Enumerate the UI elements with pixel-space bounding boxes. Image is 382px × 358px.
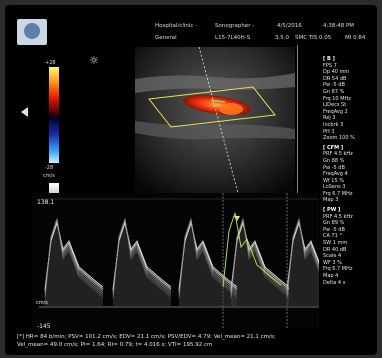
pw-param: Delta 4 s bbox=[323, 279, 346, 286]
spectral-wave-fill bbox=[179, 217, 237, 307]
color-scale-unit: cm/s bbox=[43, 173, 55, 179]
b-mode-param: PH 3 bbox=[323, 128, 335, 135]
spectral-wave-band bbox=[178, 219, 238, 296]
pw-param: SW 1 mm bbox=[323, 240, 348, 247]
pw-param: Map 4 bbox=[323, 273, 339, 279]
b-mode-param: Dp 40 mm bbox=[323, 69, 350, 76]
pw-param: DR 40 dB bbox=[323, 246, 347, 253]
velocity-max-label: 138.1 bbox=[37, 199, 55, 206]
velocity-unit-label: cm/s bbox=[36, 300, 48, 306]
spectral-wave-band bbox=[286, 219, 319, 296]
pw-param: Frq 6.7 MHz bbox=[323, 266, 353, 273]
measurement-readout: [*] HR= 84 b/min; PSV= 101.2 cm/s; EDV= … bbox=[17, 333, 373, 349]
sun-icon[interactable]: ☼ bbox=[89, 54, 99, 67]
spectral-wave-band bbox=[286, 217, 319, 300]
mechanical-index: MI 0.84 bbox=[345, 35, 366, 41]
cfm-params: PRF 4.5 kHz Gn 88 % Pw -5 dB FreqAvg 4 Wf 15… bbox=[323, 151, 375, 204]
focus-marker-icon[interactable] bbox=[21, 107, 28, 117]
b-mode-param: Rej 3 bbox=[323, 115, 336, 122]
color-velocity-bar bbox=[49, 67, 59, 163]
b-mode-header: [ B ] bbox=[323, 56, 335, 62]
pw-param: Pw -5 dB bbox=[323, 226, 345, 233]
velocity-min-label: -145 bbox=[37, 323, 51, 330]
hospital-label: Hospital/clinic - bbox=[155, 23, 198, 29]
cfm-header: [ CFM ] bbox=[323, 144, 344, 151]
parameter-panel: [ B ] FPS 7 Dp 40 mm DR 54 dB Pw -5 dB Gn 87… bbox=[323, 53, 375, 286]
depth-scale bbox=[297, 45, 298, 195]
cfm-param: Map 3 bbox=[323, 197, 339, 204]
pw-params: PRF 4.5 kHz Gn 89 % Pw -5 dB CA 71 ° SW 1 mm… bbox=[323, 214, 375, 287]
b-mode-param: Incbrk 3 bbox=[323, 121, 344, 128]
pw-param: WF 3 % bbox=[323, 259, 342, 266]
clinic-logo-icon bbox=[17, 19, 47, 45]
pw-header: [ PW ] bbox=[323, 207, 341, 214]
measurement-line-2: Vel_mean= 49.0 cm/s; PI= 1.64; RI= 0.79;… bbox=[17, 342, 213, 348]
cfm-param: FreqAvg 4 bbox=[323, 171, 348, 178]
software-version: 3.5.0 bbox=[275, 35, 289, 41]
spectral-doppler-display[interactable] bbox=[31, 193, 319, 329]
spectral-wave-band bbox=[44, 217, 104, 300]
spectral-wave-band bbox=[112, 218, 172, 298]
peak-marker-icon bbox=[234, 216, 240, 221]
spectral-wave-band bbox=[178, 217, 238, 300]
color-roi-box[interactable] bbox=[148, 86, 276, 128]
spectral-wave-fill bbox=[287, 217, 319, 307]
b-mode-param: LiDecs St bbox=[323, 102, 347, 109]
pw-param: PRF 4.5 kHz bbox=[323, 213, 353, 220]
spectral-wave-band bbox=[112, 217, 172, 300]
spectral-wave-fill bbox=[45, 217, 103, 307]
cfm-param: Wf 15 % bbox=[323, 177, 344, 184]
color-scale-min: -28 bbox=[45, 165, 54, 171]
pw-param: Gn 89 % bbox=[323, 220, 345, 227]
b-mode-param: Pw -5 dB bbox=[323, 82, 345, 89]
vessel-wall-upper bbox=[135, 73, 295, 93]
exam-date: 4/5/2016 bbox=[277, 23, 302, 29]
b-mode-param: DR 54 dB bbox=[323, 75, 347, 82]
sample-gate-marker[interactable] bbox=[210, 99, 226, 103]
color-flow-core bbox=[219, 103, 243, 115]
envelope-trace bbox=[222, 212, 282, 288]
measurement-line-1: [*] HR= 84 b/min; PSV= 101.2 cm/s; EDV= … bbox=[17, 334, 276, 340]
b-mode-param: Gn 87 % bbox=[323, 88, 345, 95]
vessel-wall-lower bbox=[135, 121, 295, 140]
spectral-wave-band bbox=[44, 218, 104, 298]
b-mode-params: FPS 7 Dp 40 mm DR 54 dB Pw -5 dB Gn 87 % Frq … bbox=[323, 63, 375, 142]
b-mode-param: Frq 10 MHz bbox=[323, 95, 351, 102]
spectral-wave-band bbox=[44, 219, 104, 296]
sonographer-label: Sonographer - bbox=[215, 23, 255, 29]
spectral-wave-fill bbox=[113, 217, 171, 307]
b-mode-param: FPS 7 bbox=[323, 62, 337, 69]
ultrasound-screen: Hospital/clinic - Sonographer - 4/5/2016… bbox=[5, 5, 377, 355]
doppler-waveforms bbox=[44, 217, 319, 307]
color-scale-max: +28 bbox=[45, 60, 56, 66]
exam-time: 4:38:48 PM bbox=[323, 23, 355, 29]
cfm-param: LoSens 3 bbox=[323, 184, 346, 191]
spectral-wave-band bbox=[286, 218, 319, 298]
pw-param: CA 71 ° bbox=[323, 233, 342, 240]
cfm-param: Pw -5 dB bbox=[323, 164, 345, 171]
probe-label: L15-7L40H-S bbox=[215, 35, 251, 41]
b-mode-param: FreqAvg 2 bbox=[323, 108, 348, 115]
spectral-wave-fill bbox=[231, 217, 289, 307]
preset-label: General bbox=[155, 35, 177, 41]
spectral-wave-band bbox=[230, 217, 290, 300]
bmode-image[interactable] bbox=[135, 47, 295, 197]
cfm-param: Gn 88 % bbox=[323, 157, 345, 164]
cfm-param: Frq 6.7 MHz bbox=[323, 190, 353, 197]
cfm-param: PRF 4.5 kHz bbox=[323, 151, 353, 158]
doppler-cursor-line[interactable] bbox=[198, 47, 240, 197]
spectral-wave-band bbox=[112, 219, 172, 296]
spectral-wave-band bbox=[178, 218, 238, 298]
thermal-index: SMC TIS 0.05 bbox=[295, 35, 332, 41]
b-mode-param: Zoom 100 % bbox=[323, 135, 355, 142]
pw-param: Scale 4 bbox=[323, 253, 342, 260]
